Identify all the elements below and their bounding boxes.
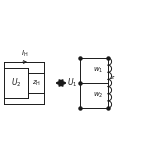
Text: $I_{\rm H}$: $I_{\rm H}$ [21,49,29,59]
Text: $U_2$: $U_2$ [11,77,21,89]
Text: $U_1$: $U_1$ [67,77,77,89]
Text: $w_1$: $w_1$ [93,66,103,75]
Text: $z_{\rm H}$: $z_{\rm H}$ [32,78,40,88]
Text: $w_2$: $w_2$ [93,91,103,100]
Text: $z$: $z$ [110,74,115,81]
